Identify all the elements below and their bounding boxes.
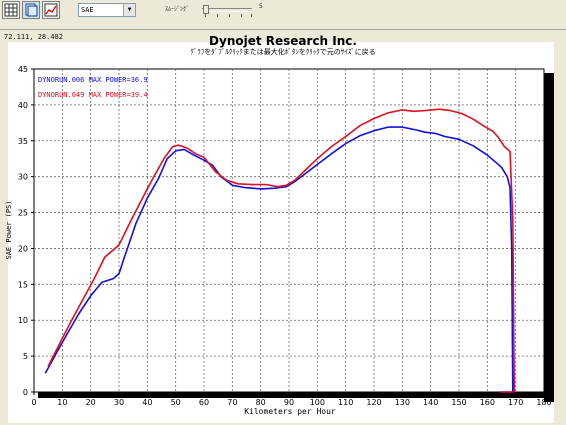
x-tick-label: 90 xyxy=(284,398,294,407)
toolbar: SAE ▼ ｽﾑｰｼﾞﾝｸﾞ 5 xyxy=(0,0,566,22)
y-tick-label: 10 xyxy=(18,316,28,325)
plot-shadow-right xyxy=(544,73,554,402)
slider-thumb[interactable] xyxy=(203,5,209,14)
x-tick-label: 60 xyxy=(199,398,209,407)
y-tick-label: 35 xyxy=(18,137,28,146)
legend-entry: DYNORUN.049 MAX POWER=39.4 xyxy=(38,91,148,99)
copy-button[interactable] xyxy=(22,1,40,19)
divider xyxy=(0,29,566,30)
x-tick-label: 160 xyxy=(480,398,495,407)
x-tick-label: 10 xyxy=(57,398,67,407)
y-tick-label: 5 xyxy=(23,352,28,361)
legend-entry: DYNORUN.006 MAX POWER=36.9 xyxy=(38,76,148,84)
x-tick-label: 30 xyxy=(114,398,124,407)
smoothing-value: 5 xyxy=(259,3,263,10)
slider-tick xyxy=(241,14,242,17)
slider-tick xyxy=(229,14,230,17)
smoothing-label: ｽﾑｰｼﾞﾝｸﾞ xyxy=(165,6,190,13)
y-tick-label: 25 xyxy=(18,209,28,218)
unit-select[interactable]: SAE ▼ xyxy=(78,3,136,17)
chart-subtitle: ｸﾞﾗﾌをﾀﾞﾌﾞﾙｸﾘｯｸまたは最大化ﾎﾞﾀﾝをｸﾘｯｸで元のｻｲｽﾞに戻る xyxy=(190,47,376,56)
y-tick-label: 40 xyxy=(18,101,28,110)
x-tick-label: 180 xyxy=(536,398,551,407)
x-tick-label: 170 xyxy=(508,398,523,407)
smoothing-slider[interactable] xyxy=(202,5,252,17)
x-tick-label: 150 xyxy=(451,398,466,407)
x-tick-label: 140 xyxy=(423,398,438,407)
y-tick-label: 0 xyxy=(23,388,28,397)
chevron-down-icon[interactable]: ▼ xyxy=(123,4,135,16)
x-tick-label: 130 xyxy=(395,398,410,407)
data-table-button[interactable] xyxy=(42,1,60,19)
x-tick-label: 70 xyxy=(227,398,237,407)
slider-tick xyxy=(205,14,206,17)
x-axis-label: Kilometers per Hour xyxy=(244,407,336,416)
series-line-dynorun-049 xyxy=(47,108,516,393)
y-tick-label: 20 xyxy=(18,244,28,253)
x-tick-label: 80 xyxy=(256,398,266,407)
y-tick-label: 45 xyxy=(18,65,28,74)
cursor-coordinates: 72.111, 28.482 xyxy=(4,33,64,41)
x-tick-label: 40 xyxy=(142,398,152,407)
y-axis-label: SAE Power (PS) xyxy=(5,200,13,259)
unit-select-value: SAE xyxy=(81,6,94,14)
plot-shadow-bottom xyxy=(38,392,554,398)
slider-tick xyxy=(251,14,252,17)
slider-track xyxy=(202,8,252,12)
slider-tick xyxy=(217,14,218,17)
series-line-dynorun-006 xyxy=(44,126,514,393)
x-tick-label: 50 xyxy=(171,398,181,407)
x-tick-label: 0 xyxy=(31,398,36,407)
y-tick-label: 15 xyxy=(18,280,28,289)
x-tick-label: 110 xyxy=(338,398,353,407)
chart-title: Dynojet Research Inc. xyxy=(209,34,357,48)
x-tick-label: 20 xyxy=(86,398,96,407)
y-tick-label: 30 xyxy=(18,173,28,182)
grid-toggle-button[interactable] xyxy=(2,1,20,19)
x-tick-label: 100 xyxy=(310,398,325,407)
x-tick-label: 120 xyxy=(366,398,381,407)
